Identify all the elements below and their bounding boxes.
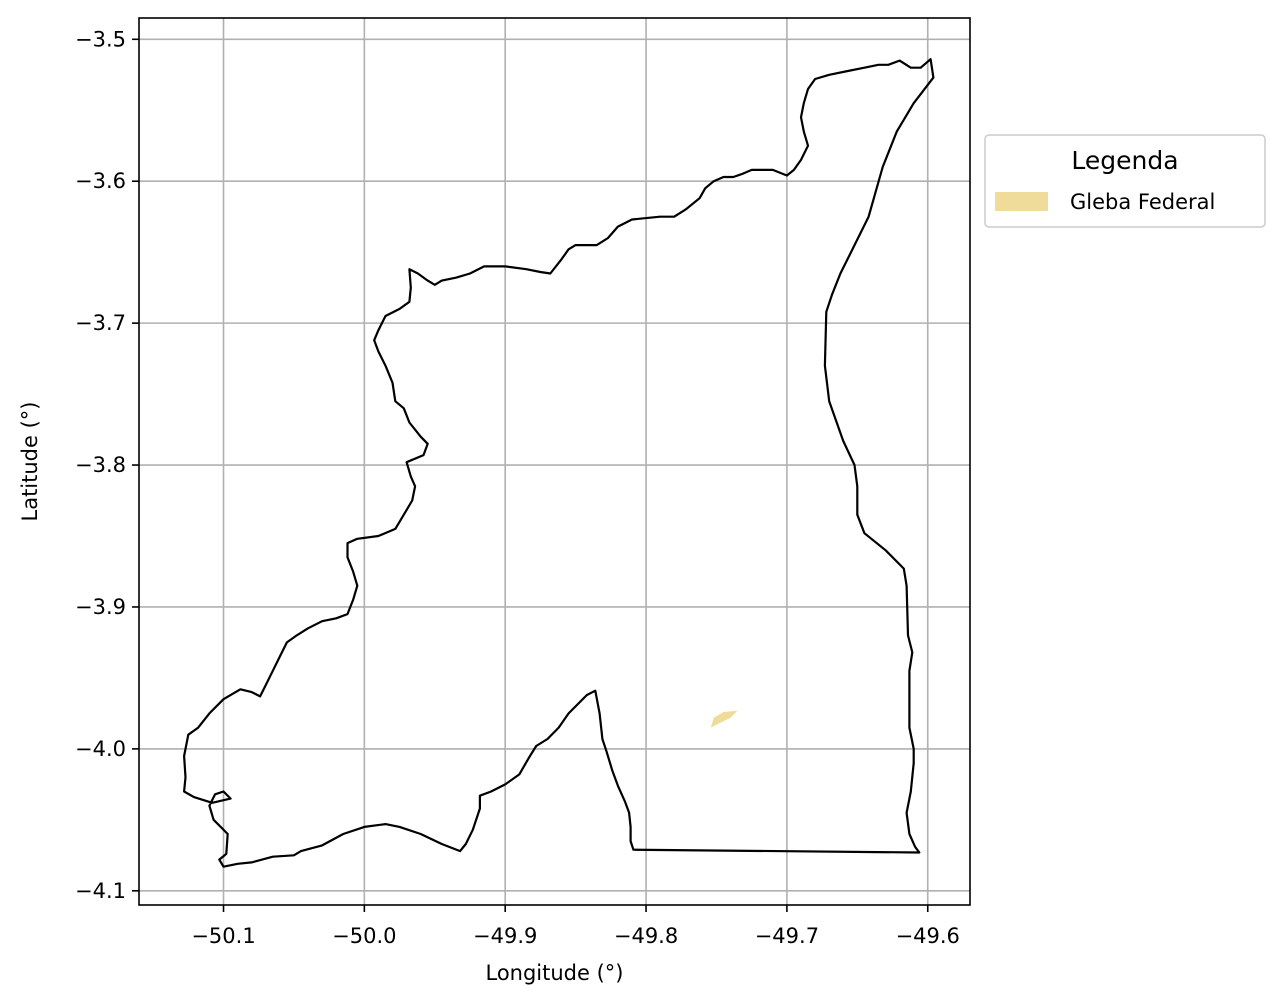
y-tick-label: −4.0 (75, 737, 126, 761)
y-axis-label: Latitude (°) (18, 402, 42, 522)
legend-title: Legenda (1071, 146, 1178, 175)
x-tick-label: −49.8 (614, 924, 678, 948)
y-tick-label: −3.7 (75, 311, 126, 335)
y-tick-label: −3.6 (75, 169, 126, 193)
legend-swatch-gleba-federal (995, 192, 1048, 211)
legend-label-gleba-federal: Gleba Federal (1070, 190, 1215, 214)
grid-lines (139, 18, 970, 905)
x-tick-label: −49.9 (473, 924, 537, 948)
x-tick-label: −49.6 (896, 924, 960, 948)
y-tick-label: −3.9 (75, 595, 126, 619)
axis-ticks: −50.1 −50.0 −49.9 −49.8 −49.7 −49.6 −3.5 −3.6 −3… (75, 27, 960, 948)
y-tick-label: −4.1 (75, 879, 126, 903)
gleba-federal-polygon (710, 710, 738, 728)
municipality-boundary (183, 58, 935, 868)
y-tick-label: −3.8 (75, 453, 126, 477)
map-layers (183, 58, 935, 868)
x-tick-label: −50.0 (332, 924, 396, 948)
x-tick-label: −49.7 (755, 924, 819, 948)
legend: Legenda Gleba Federal (984, 134, 1266, 228)
x-axis-label: Longitude (°) (485, 961, 623, 985)
x-tick-label: −50.1 (191, 924, 255, 948)
plot-frame (138, 17, 971, 906)
legend-box (984, 134, 1266, 228)
y-tick-label: −3.5 (75, 27, 126, 51)
